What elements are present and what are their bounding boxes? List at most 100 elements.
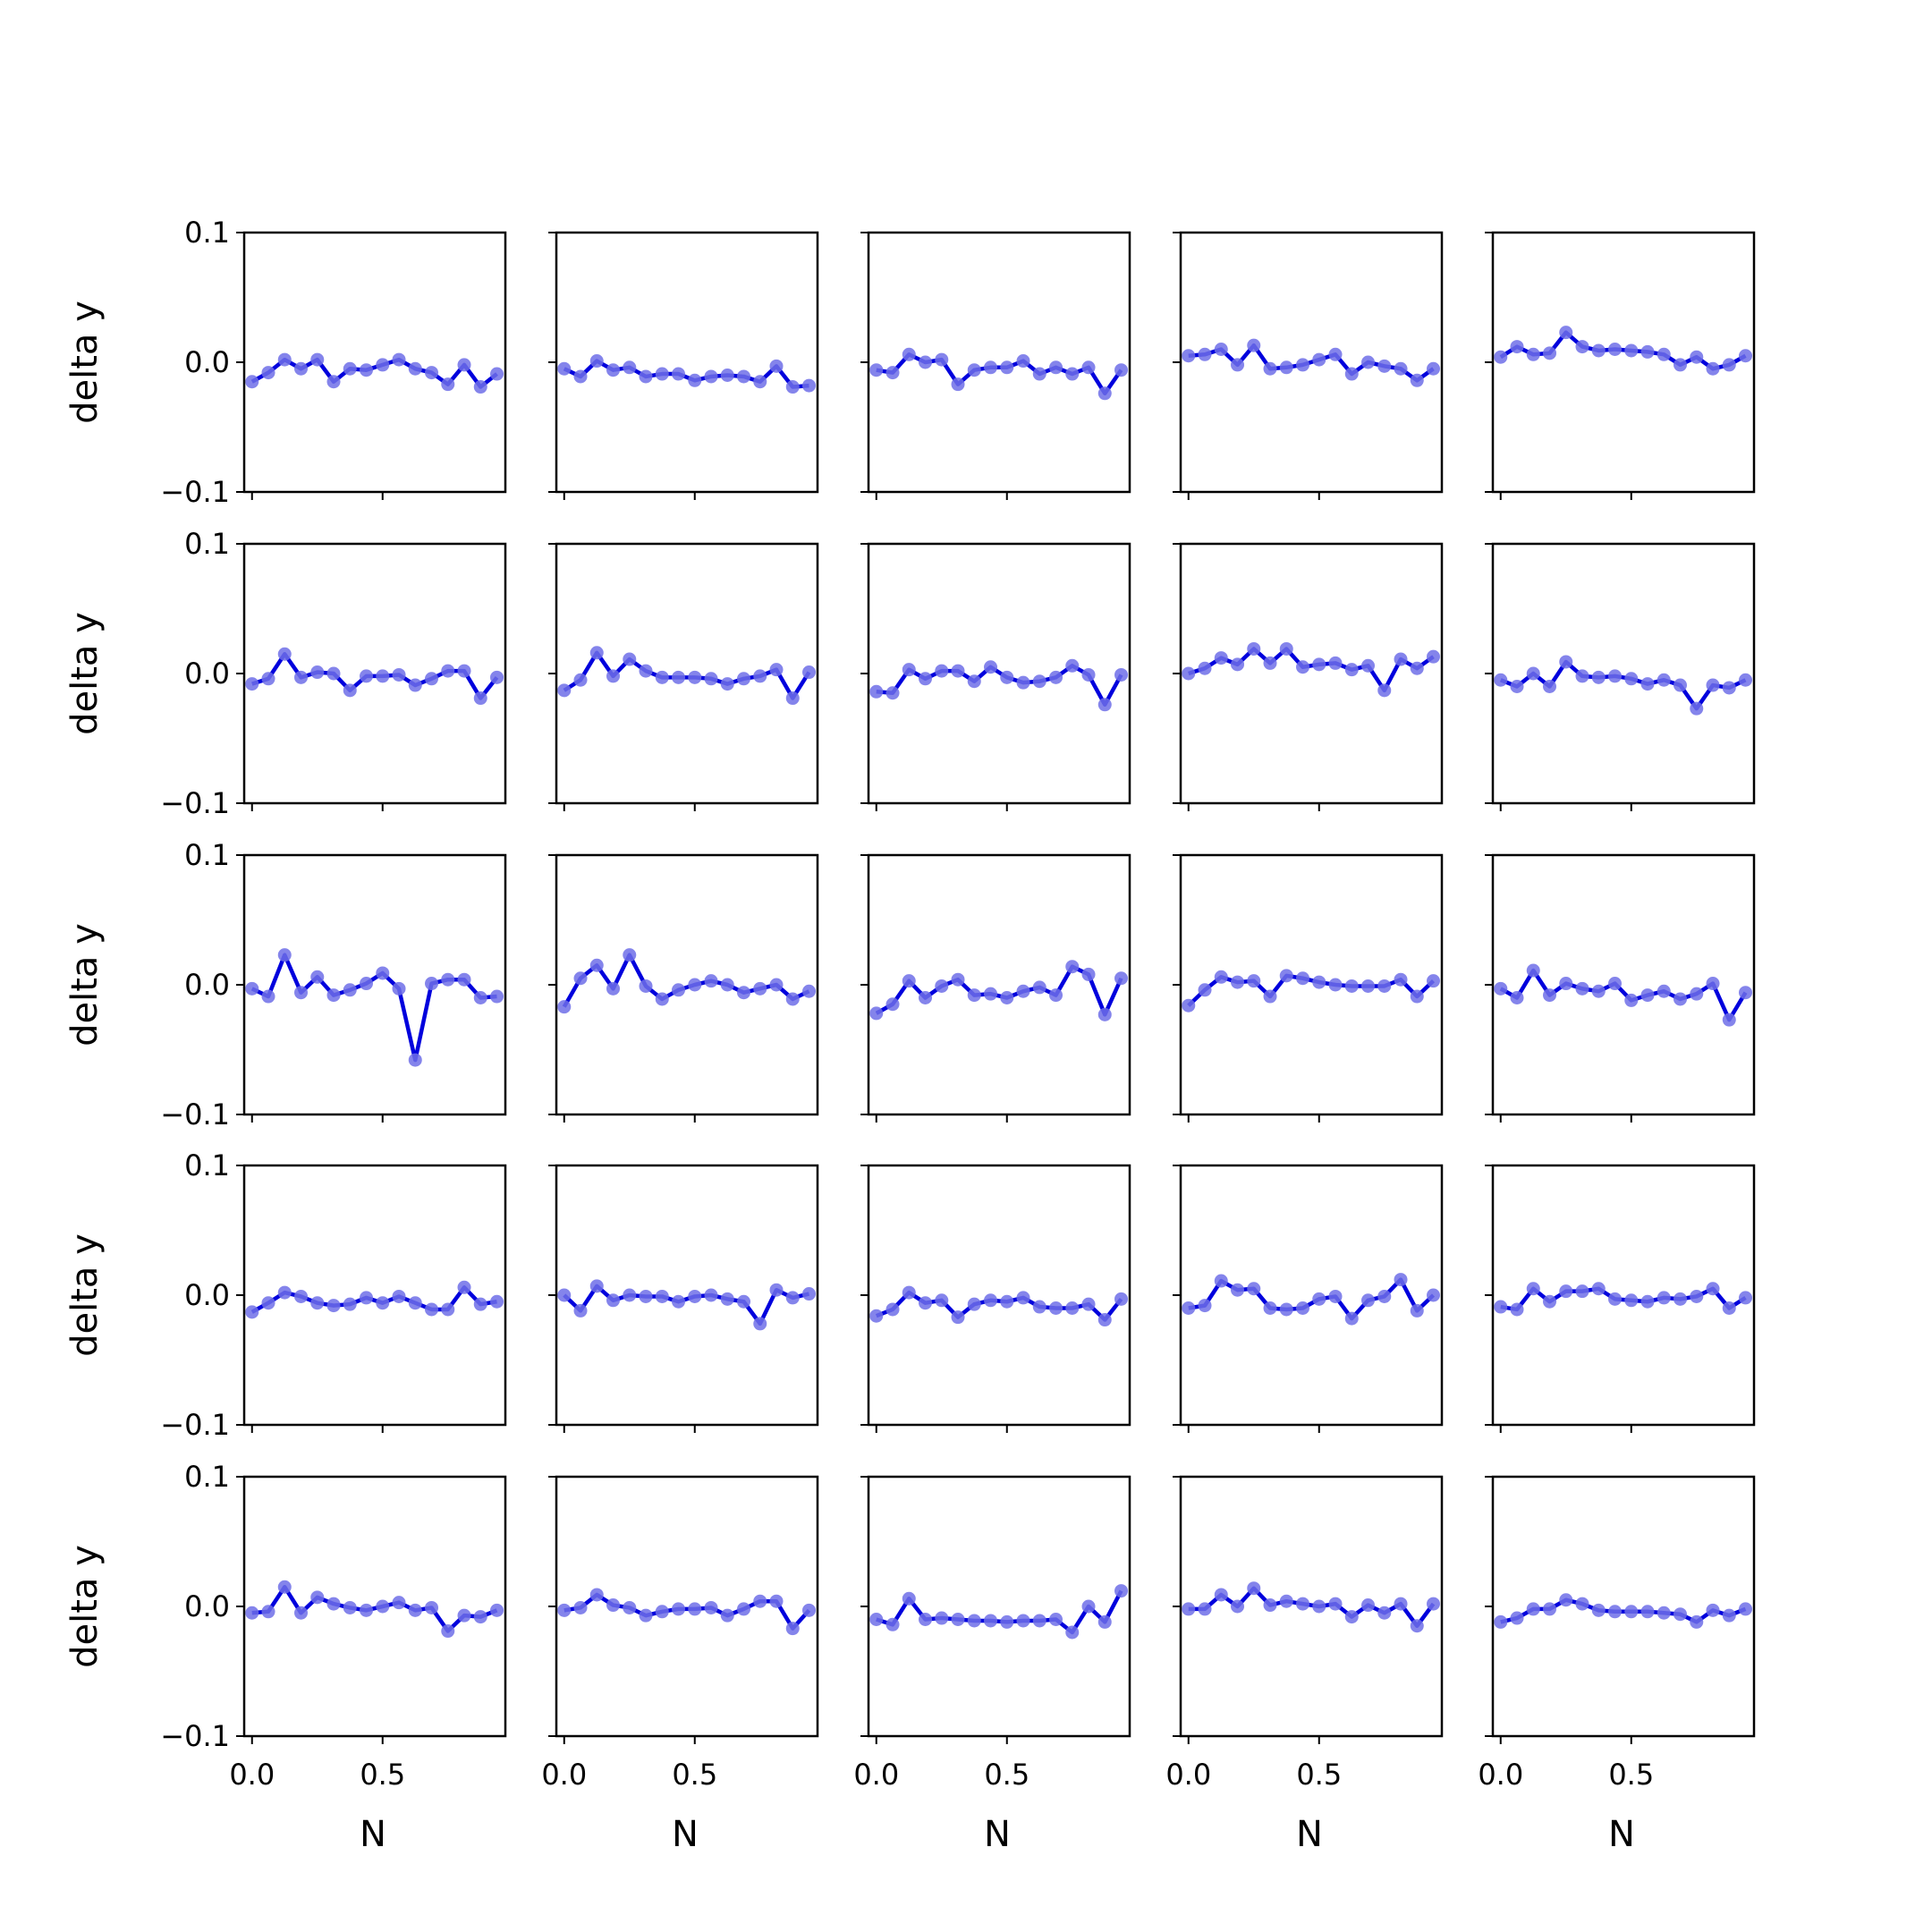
data-point	[441, 377, 455, 392]
data-point	[245, 1305, 259, 1319]
subplot-r1-c3	[860, 231, 1131, 500]
data-point	[1214, 651, 1228, 665]
data-point	[720, 1292, 734, 1306]
data-point	[1427, 361, 1441, 376]
axes-frame	[867, 542, 1131, 805]
data-point	[672, 670, 686, 684]
data-point	[935, 664, 949, 678]
subplot-r5-c5: 0.0 0.5 N	[1478, 1475, 1756, 1855]
axes-frame	[555, 1164, 819, 1427]
data-point	[869, 1006, 884, 1021]
data-point	[785, 691, 800, 706]
data-point	[1690, 701, 1704, 716]
x-axis-label: N	[672, 1814, 699, 1855]
data-point	[557, 1603, 572, 1617]
data-point	[1494, 1614, 1508, 1629]
data-point	[1559, 1284, 1573, 1299]
data-point	[1427, 649, 1441, 664]
data-point	[623, 1600, 637, 1614]
data-point	[623, 948, 637, 962]
data-point	[1559, 326, 1573, 340]
subplot-r4-c4	[1173, 1164, 1444, 1433]
data-point	[1739, 673, 1753, 687]
subplot-r2-c1: 0.1 0.0 −0.1 delta y	[64, 527, 507, 820]
data-point	[1065, 658, 1080, 673]
data-point	[294, 670, 309, 684]
axes-frame	[242, 231, 507, 494]
data-point	[408, 361, 422, 376]
axes-frame	[242, 1164, 507, 1427]
data-point	[1081, 967, 1096, 981]
axes-frame	[242, 1475, 507, 1738]
data-point	[1328, 1289, 1343, 1303]
data-point	[1000, 360, 1014, 375]
y-tick-label: 0.0	[184, 345, 230, 379]
x-tick-label: 0.5	[984, 1758, 1030, 1792]
data-point	[1263, 1598, 1277, 1613]
data-point	[1722, 1608, 1736, 1623]
data-point	[951, 377, 965, 392]
data-point	[1328, 656, 1343, 670]
series-line	[1499, 968, 1748, 1022]
data-point	[1263, 989, 1277, 1004]
data-point	[425, 977, 439, 991]
data-point	[310, 352, 325, 367]
data-point	[1182, 349, 1196, 363]
data-point	[1608, 669, 1623, 683]
data-point	[473, 1610, 487, 1624]
data-point	[769, 359, 784, 373]
data-point	[753, 669, 767, 683]
data-point	[360, 1603, 374, 1617]
data-point	[1657, 1291, 1671, 1305]
data-point	[1312, 1292, 1326, 1306]
data-point	[1049, 670, 1063, 684]
data-point	[720, 677, 734, 691]
data-point	[967, 674, 981, 689]
data-point	[902, 347, 916, 361]
data-point	[623, 1288, 637, 1302]
axes-frame	[1179, 853, 1444, 1116]
data-point	[672, 1602, 686, 1616]
data-point	[277, 647, 292, 661]
data-point	[1674, 1607, 1688, 1622]
data-point	[623, 360, 637, 375]
series-line	[562, 953, 810, 1008]
data-point	[672, 367, 686, 381]
data-point	[1427, 1288, 1441, 1302]
data-point	[589, 1279, 604, 1293]
data-point	[1065, 960, 1080, 974]
series-line	[1188, 343, 1435, 383]
subplot-r2-c5	[1485, 542, 1756, 811]
subplot-r2-c4	[1173, 542, 1444, 811]
data-point	[1214, 1588, 1228, 1602]
data-point	[869, 1309, 884, 1323]
data-point	[1377, 683, 1392, 698]
series-line	[876, 1589, 1123, 1635]
data-point	[1494, 981, 1508, 996]
series-line	[876, 664, 1123, 708]
data-point	[639, 1608, 653, 1623]
data-point	[1296, 1597, 1310, 1611]
data-point	[1263, 656, 1277, 670]
data-point	[1312, 657, 1326, 672]
series-line	[1499, 659, 1747, 711]
data-point	[557, 1000, 572, 1014]
axes-frame	[1491, 231, 1756, 494]
data-point	[1361, 1293, 1376, 1308]
data-point	[1394, 1597, 1408, 1611]
data-point	[1640, 344, 1655, 359]
data-point	[441, 664, 455, 678]
data-point	[1410, 989, 1424, 1004]
data-point	[737, 369, 751, 384]
data-point	[1690, 350, 1704, 364]
data-point	[1279, 969, 1293, 983]
data-point	[589, 646, 604, 660]
data-point	[490, 1603, 504, 1617]
data-point	[802, 1603, 817, 1617]
data-point	[802, 665, 817, 680]
data-point	[785, 380, 800, 394]
data-point	[557, 361, 572, 376]
data-point	[704, 1288, 718, 1302]
data-point	[1000, 670, 1014, 684]
data-point	[1198, 661, 1212, 675]
